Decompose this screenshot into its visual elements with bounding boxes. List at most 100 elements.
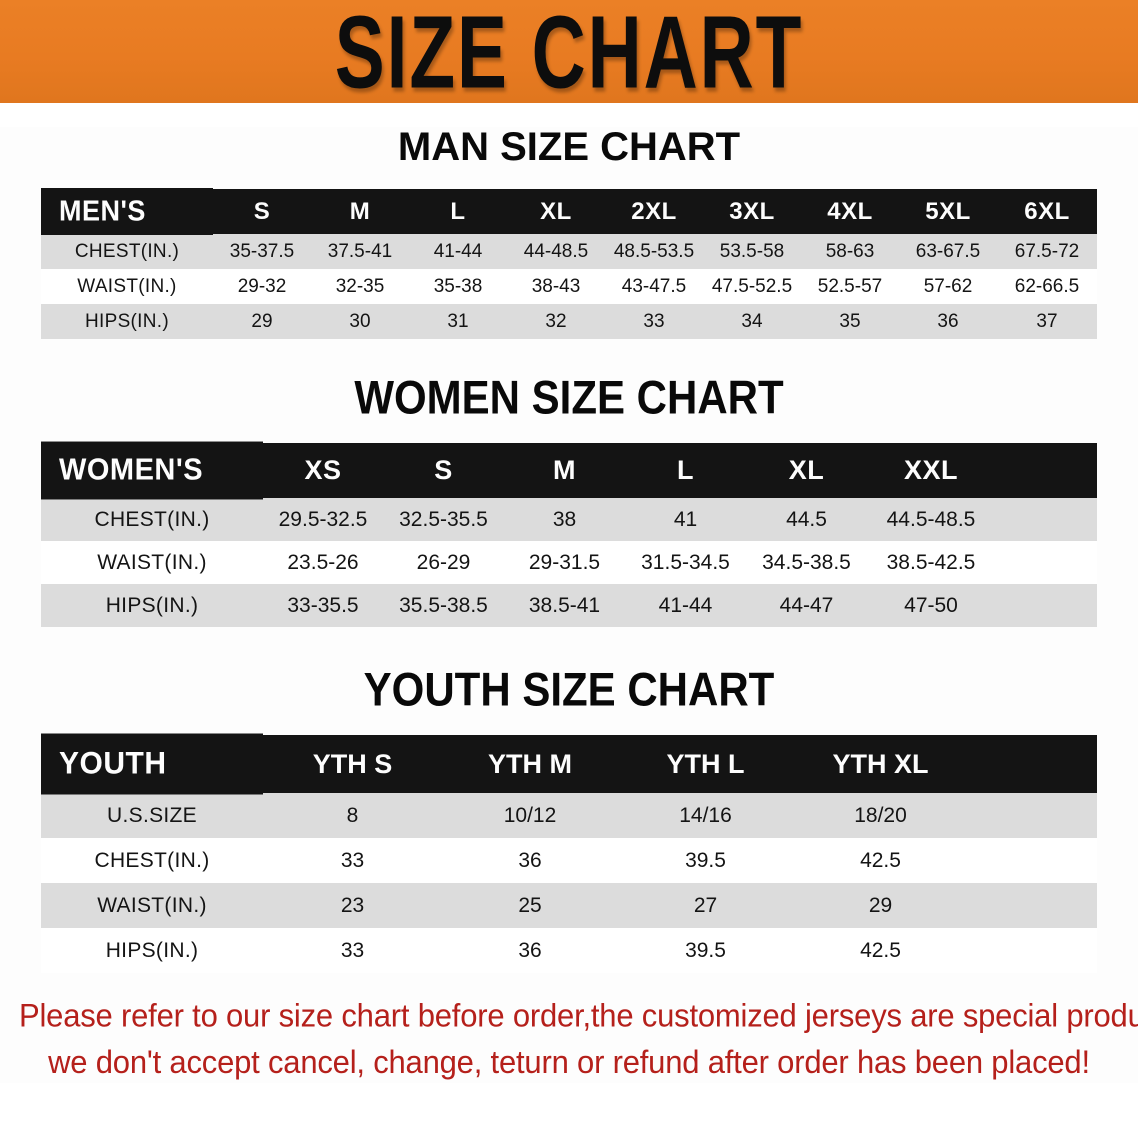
- cell: 23.5-26: [263, 541, 383, 584]
- column-header-women-5: XXL: [867, 443, 995, 498]
- row-label: WAIST(IN.): [41, 883, 263, 928]
- column-header-women-4: XL: [746, 443, 867, 498]
- cell-spacer: [968, 838, 1097, 883]
- column-header-men-6: 4XL: [801, 189, 899, 234]
- cell: 38.5-42.5: [867, 541, 995, 584]
- cell: 43-47.5: [605, 269, 703, 304]
- cell: 33: [263, 838, 442, 883]
- table-corner-label-women: WOMEN'S: [41, 441, 263, 500]
- column-header-women-2: M: [504, 443, 625, 498]
- cell: 38-43: [507, 269, 605, 304]
- disclaimer-line-2: we don't accept cancel, change, teturn o…: [48, 1043, 1090, 1081]
- table-row: HIPS(IN.) 29 30 31 32 33 34 35 36 37: [41, 304, 1097, 339]
- table-row: CHEST(IN.) 29.5-32.5 32.5-35.5 38 41 44.…: [41, 498, 1097, 541]
- cell: 34: [703, 304, 801, 339]
- row-label: CHEST(IN.): [41, 498, 263, 541]
- cell: 33: [605, 304, 703, 339]
- cell-spacer: [995, 584, 1097, 627]
- cell: 36: [442, 838, 618, 883]
- cell: 29: [793, 883, 968, 928]
- table-row: WAIST(IN.) 29-32 32-35 35-38 38-43 43-47…: [41, 269, 1097, 304]
- row-label: WAIST(IN.): [41, 269, 213, 304]
- table-row: CHEST(IN.) 33 36 39.5 42.5: [41, 838, 1097, 883]
- table-row: WAIST(IN.) 23.5-26 26-29 29-31.5 31.5-34…: [41, 541, 1097, 584]
- cell-spacer: [968, 928, 1097, 973]
- cell: 58-63: [801, 234, 899, 269]
- row-label: WAIST(IN.): [41, 541, 263, 584]
- cell: 44-48.5: [507, 234, 605, 269]
- cell: 35-38: [409, 269, 507, 304]
- cell: 41-44: [625, 584, 746, 627]
- column-header-youth-1: YTH M: [442, 735, 618, 793]
- size-chart-page: MAN SIZE CHART MEN'S S M L XL 2XL 3XL 4X…: [0, 127, 1138, 1084]
- cell: 44.5-48.5: [867, 498, 995, 541]
- column-header-women-3: L: [625, 443, 746, 498]
- section-title-women: WOMEN SIZE CHART: [354, 371, 784, 424]
- cell: 36: [442, 928, 618, 973]
- cell: 33: [263, 928, 442, 973]
- cell: 35-37.5: [213, 234, 311, 269]
- cell: 31: [409, 304, 507, 339]
- cell: 39.5: [618, 838, 793, 883]
- cell-spacer: [968, 883, 1097, 928]
- row-label: U.S.SIZE: [41, 793, 263, 838]
- cell: 27: [618, 883, 793, 928]
- cell: 18/20: [793, 793, 968, 838]
- table-women: WOMEN'S XS S M L XL XXL CHEST(IN.) 29.5-…: [41, 441, 1097, 627]
- cell: 48.5-53.5: [605, 234, 703, 269]
- cell: 47-50: [867, 584, 995, 627]
- column-header-men-2: L: [409, 189, 507, 234]
- table-row: CHEST(IN.) 35-37.5 37.5-41 41-44 44-48.5…: [41, 234, 1097, 269]
- column-header-women-1: S: [383, 443, 504, 498]
- cell: 52.5-57: [801, 269, 899, 304]
- disclaimer-line-1: Please refer to our size chart before or…: [19, 996, 1138, 1034]
- section-men: MAN SIZE CHART MEN'S S M L XL 2XL 3XL 4X…: [0, 127, 1138, 339]
- cell: 14/16: [618, 793, 793, 838]
- cell: 63-67.5: [899, 234, 997, 269]
- cell: 57-62: [899, 269, 997, 304]
- cell: 31.5-34.5: [625, 541, 746, 584]
- column-header-men-0: S: [213, 189, 311, 234]
- column-header-men-5: 3XL: [703, 189, 801, 234]
- cell: 38: [504, 498, 625, 541]
- cell: 44.5: [746, 498, 867, 541]
- table-men: MEN'S S M L XL 2XL 3XL 4XL 5XL 6XL CHEST…: [41, 187, 1097, 339]
- column-header-men-3: XL: [507, 189, 605, 234]
- cell: 35.5-38.5: [383, 584, 504, 627]
- cell: 8: [263, 793, 442, 838]
- section-women: WOMEN SIZE CHART WOMEN'S XS S M L XL XXL…: [0, 371, 1138, 627]
- cell: 41-44: [409, 234, 507, 269]
- table-row: WAIST(IN.) 23 25 27 29: [41, 883, 1097, 928]
- cell: 26-29: [383, 541, 504, 584]
- cell: 62-66.5: [997, 269, 1097, 304]
- row-label: HIPS(IN.): [41, 304, 213, 339]
- cell: 53.5-58: [703, 234, 801, 269]
- table-header-row-men: MEN'S S M L XL 2XL 3XL 4XL 5XL 6XL: [41, 187, 1097, 236]
- cell: 34.5-38.5: [746, 541, 867, 584]
- table-corner-label-youth: YOUTH: [41, 733, 263, 795]
- column-header-youth-2: YTH L: [618, 735, 793, 793]
- cell: 29-31.5: [504, 541, 625, 584]
- table-header-row-youth: YOUTH YTH S YTH M YTH L YTH XL: [41, 733, 1097, 795]
- row-label: CHEST(IN.): [41, 838, 263, 883]
- table-row: HIPS(IN.) 33-35.5 35.5-38.5 38.5-41 41-4…: [41, 584, 1097, 627]
- cell: 10/12: [442, 793, 618, 838]
- table-row: HIPS(IN.) 33 36 39.5 42.5: [41, 928, 1097, 973]
- table-header-row-women: WOMEN'S XS S M L XL XXL: [41, 441, 1097, 500]
- cell: 30: [311, 304, 409, 339]
- column-header-men-7: 5XL: [899, 189, 997, 234]
- row-label: CHEST(IN.): [41, 234, 213, 269]
- cell: 29.5-32.5: [263, 498, 383, 541]
- cell: 33-35.5: [263, 584, 383, 627]
- section-title-youth: YOUTH SIZE CHART: [363, 663, 775, 716]
- row-label: HIPS(IN.): [41, 584, 263, 627]
- cell: 38.5-41: [504, 584, 625, 627]
- cell: 37.5-41: [311, 234, 409, 269]
- section-youth: YOUTH SIZE CHART YOUTH YTH S YTH M YTH L…: [0, 663, 1138, 973]
- cell: 32-35: [311, 269, 409, 304]
- cell: 32: [507, 304, 605, 339]
- cell: 35: [801, 304, 899, 339]
- cell: 37: [997, 304, 1097, 339]
- cell: 47.5-52.5: [703, 269, 801, 304]
- cell-spacer: [968, 793, 1097, 838]
